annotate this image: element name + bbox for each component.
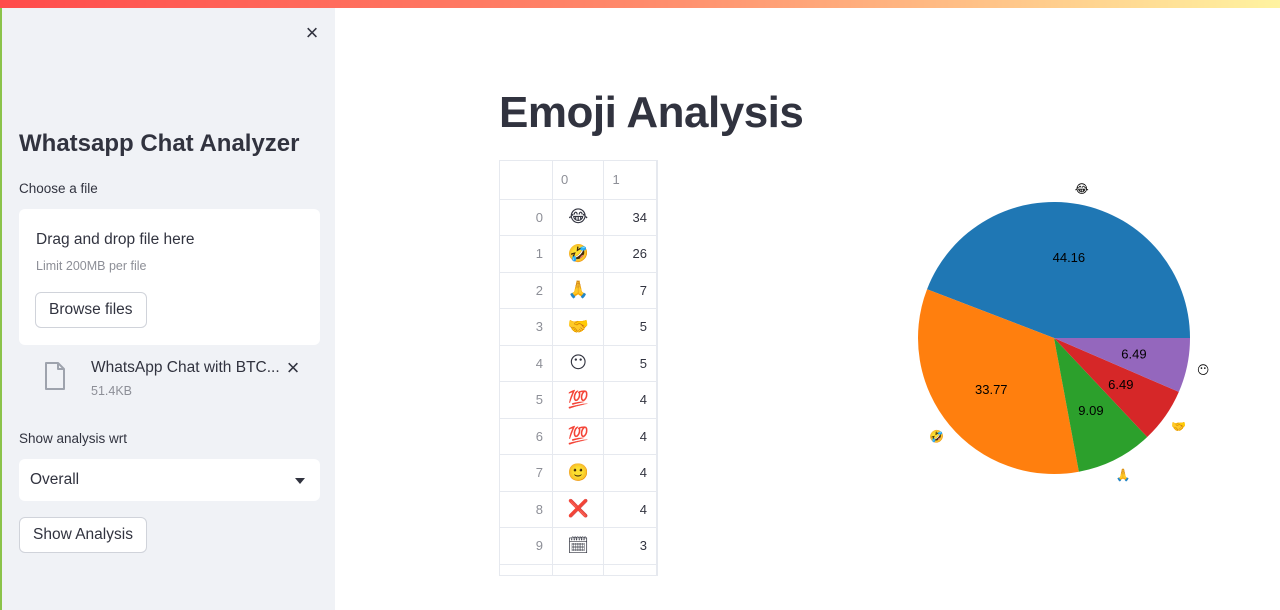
table-row: 1 🤣 26 — [500, 235, 657, 273]
pie-category-label: 🤝 — [1171, 419, 1186, 433]
table-cell-emoji: 🙏 — [552, 272, 605, 309]
table-cell-emoji: 😶 — [552, 345, 605, 382]
table-cell-count: 4 — [603, 418, 657, 455]
file-dropzone[interactable]: Drag and drop file here Limit 200MB per … — [19, 209, 320, 345]
table-cell-emoji: ♠ — [552, 564, 605, 575]
dropzone-limit: Limit 200MB per file — [36, 259, 147, 273]
file-icon — [45, 362, 65, 390]
table-cell-count: 3 — [603, 527, 657, 565]
pie-percent-label: 44.16 — [1053, 250, 1086, 265]
uploaded-file-size: 51.4KB — [91, 384, 133, 398]
table-cell-emoji: ❌ — [552, 491, 605, 528]
remove-file-icon[interactable]: × — [286, 355, 300, 380]
pie-slice — [927, 202, 1190, 338]
user-select[interactable]: Overall — [19, 459, 320, 501]
table-cell-emoji: 🙂 — [552, 454, 605, 492]
pie-percent-label: 33.77 — [975, 382, 1008, 397]
table-row: 0 😂 34 — [500, 199, 657, 236]
table-header-index — [500, 161, 553, 200]
table-cell-count: 3 — [603, 564, 657, 575]
select-value: Overall — [30, 471, 80, 488]
close-sidebar-icon[interactable]: × — [305, 20, 319, 45]
page-title: Emoji Analysis — [499, 88, 804, 137]
table-cell-index: 7 — [500, 454, 553, 492]
browse-files-button[interactable]: Browse files — [35, 292, 147, 328]
pie-slice — [918, 289, 1079, 474]
table-cell-count: 26 — [603, 235, 657, 273]
table-row: 6 💯 4 — [500, 418, 657, 455]
table-cell-index: 10 — [500, 564, 553, 575]
sidebar: × Whatsapp Chat Analyzer Choose a file D… — [0, 0, 335, 610]
pie-percent-label: 6.49 — [1121, 347, 1146, 362]
pie-category-label: 🙏 — [1115, 468, 1130, 482]
pie-slice — [1054, 338, 1148, 472]
emoji-pie-chart: 44.16 😂 33.77 🤣 9.09 🙏 6.49 🤝 6.49 😶 — [918, 182, 1210, 482]
pie-percent-label: 9.09 — [1078, 403, 1103, 418]
table-cell-emoji: 🗓 — [552, 527, 605, 565]
emoji-table[interactable]: 0 1 0😂341🤣262🙏73🤝54😶55💯46💯47🙂48❌49🗓310♠3 — [499, 160, 658, 576]
table-cell-emoji: 🤣 — [552, 235, 605, 273]
table-row: 10♠3 — [500, 564, 657, 575]
table-row: 4 😶 5 — [500, 345, 657, 382]
table-cell-index: 5 — [500, 381, 553, 419]
choose-file-label: Choose a file — [19, 181, 98, 196]
table-cell-count: 4 — [603, 454, 657, 492]
table-cell-index: 9 — [500, 527, 553, 565]
table-row: 5 💯 4 — [500, 381, 657, 419]
pie-category-label: 😂 — [1075, 182, 1089, 196]
table-header-count: 1 — [603, 161, 657, 200]
table-cell-emoji: 😂 — [552, 199, 605, 236]
table-cell-count: 5 — [603, 308, 657, 346]
analysis-wrt-label: Show analysis wrt — [19, 431, 128, 446]
table-header-row: 0 1 — [500, 161, 657, 200]
table-cell-count: 7 — [603, 272, 657, 309]
table-cell-index: 1 — [500, 235, 553, 273]
pie-category-label: 🤣 — [928, 429, 944, 444]
table-cell-emoji: 💯 — [552, 381, 605, 419]
table-row: 7 🙂 4 — [500, 454, 657, 492]
pie-category-label: 😶 — [1197, 363, 1210, 377]
pie-slice — [1054, 338, 1190, 392]
table-row: 8 ❌ 4 — [500, 491, 657, 528]
top-decoration-bar — [0, 0, 1280, 8]
app-title: Whatsapp Chat Analyzer — [19, 130, 300, 157]
uploaded-file-name: WhatsApp Chat with BTC... — [91, 359, 280, 376]
show-analysis-button[interactable]: Show Analysis — [19, 517, 147, 553]
table-cell-emoji: 💯 — [552, 418, 605, 455]
table-row: 3 🤝 5 — [500, 308, 657, 346]
table-cell-count: 4 — [603, 491, 657, 528]
table-row: 9 🗓 3 — [500, 527, 657, 565]
table-cell-count: 4 — [603, 381, 657, 419]
pie-slice — [1054, 338, 1179, 438]
table-cell-index: 4 — [500, 345, 553, 382]
table-cell-index: 8 — [500, 491, 553, 528]
table-cell-count: 34 — [603, 199, 657, 236]
table-cell-index: 6 — [500, 418, 553, 455]
chevron-down-icon — [295, 478, 305, 484]
table-row: 2 🙏 7 — [500, 272, 657, 309]
table-cell-count: 5 — [603, 345, 657, 382]
table-cell-emoji: 🤝 — [552, 308, 605, 346]
table-cell-index: 3 — [500, 308, 553, 346]
table-cell-index: 2 — [500, 272, 553, 309]
dropzone-title: Drag and drop file here — [36, 231, 195, 248]
pie-percent-label: 6.49 — [1108, 377, 1133, 392]
table-cell-index: 0 — [500, 199, 553, 236]
table-header-emoji: 0 — [552, 161, 605, 200]
